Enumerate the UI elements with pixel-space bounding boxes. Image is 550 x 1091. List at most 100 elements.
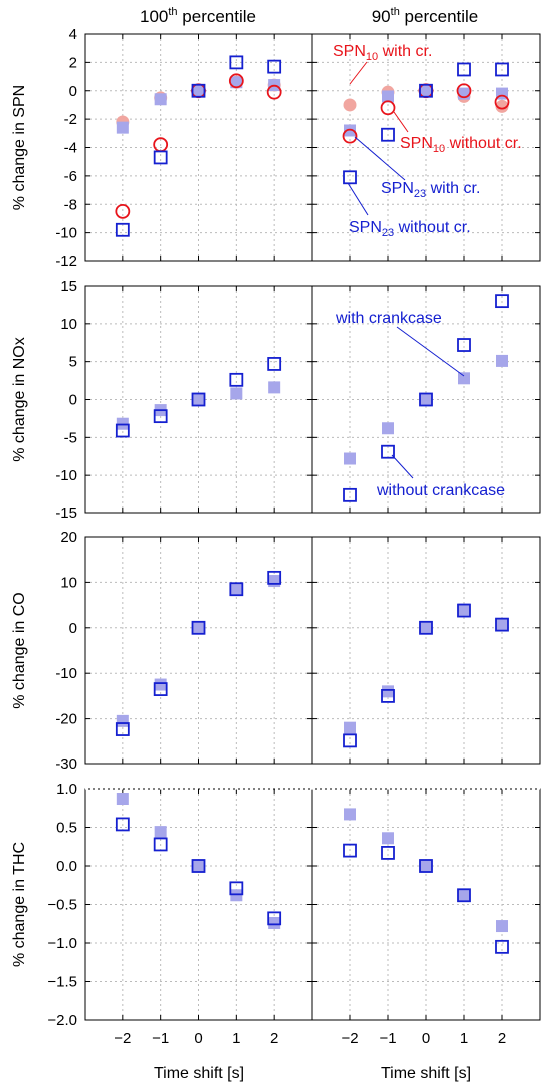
without-crankcase-point	[343, 733, 357, 748]
without-crankcase-point	[457, 603, 471, 618]
without-crankcase-point	[153, 682, 168, 696]
without-crankcase-point	[115, 722, 130, 736]
without-crankcase-point	[419, 620, 433, 635]
with-crankcase-point	[192, 621, 205, 634]
y-tick-label: 0.0	[56, 858, 77, 875]
with-crankcase-point	[344, 721, 356, 734]
annotation-label: SPN10 with cr.	[333, 43, 432, 63]
leader-line	[347, 182, 369, 216]
x-axis-label-right: Time shift [s]	[381, 1065, 471, 1082]
with-crankcase-point	[458, 603, 470, 616]
with-crankcase-point	[268, 916, 281, 929]
spn10-without-cr-point	[380, 100, 396, 116]
without-crankcase-point	[381, 846, 395, 860]
without-crankcase-point	[115, 423, 130, 438]
spn10-with-cr-point	[343, 98, 357, 112]
x-tick-label: 0	[422, 1030, 430, 1047]
with-crankcase-point	[420, 393, 432, 406]
y-tick-label: 0	[69, 620, 77, 637]
spn23-with-cr-point	[382, 90, 394, 103]
annotation-spn10-with-cr: SPN10 with cr.	[333, 43, 432, 85]
with-crankcase-point	[458, 889, 470, 902]
annotation-spn23-with-cr: SPN23 with cr.	[354, 136, 480, 200]
spn23-with-cr-point	[116, 121, 129, 134]
x-tick-label: −2	[114, 1030, 131, 1047]
without-crankcase-point	[495, 939, 509, 954]
without-crankcase-point	[267, 570, 282, 585]
leader-line	[354, 136, 406, 181]
y-tick-label: -30	[55, 756, 77, 773]
without-crankcase-point	[153, 409, 168, 424]
panel-frame	[311, 33, 541, 262]
spn10-without-cr-point	[115, 203, 131, 219]
y-tick-label: 4	[69, 26, 77, 43]
without-crankcase-point	[495, 617, 509, 632]
with-crankcase-point	[496, 618, 508, 631]
y-axis-label: % change in SPN	[11, 85, 28, 210]
without-crankcase-point	[495, 294, 509, 309]
annotations: SPN10 with cr. SPN10 without cr. SPN23 w…	[333, 43, 522, 499]
y-tick-label: -12	[55, 253, 77, 270]
with-crankcase-point	[344, 452, 356, 465]
spn10-without-cr-point	[456, 83, 472, 99]
y-tick-label: 10	[60, 316, 77, 333]
y-tick-label: -5	[64, 429, 77, 446]
y-tick-label: -4	[64, 140, 77, 157]
y-axis-label: % change in CO	[11, 592, 28, 709]
y-tick-label: -10	[55, 467, 77, 484]
y-tick-label: 5	[69, 354, 77, 371]
leader-line	[391, 454, 414, 479]
with-crankcase-point	[382, 832, 394, 845]
x-tick-label: 1	[232, 1030, 240, 1047]
without-crankcase-point	[191, 620, 206, 635]
y-tick-label: -6	[64, 168, 77, 185]
annotation-label: without crankcase	[376, 482, 505, 499]
spn23-with-cr-point	[192, 84, 205, 97]
with-crankcase-point	[458, 372, 470, 385]
y-tick-label: 0.5	[56, 820, 77, 837]
without-crankcase-point	[381, 689, 395, 703]
column-title-right: 90th percentile	[372, 6, 479, 26]
y-tick-label: 0	[69, 392, 77, 409]
with-crankcase-point	[192, 860, 205, 872]
with-crankcase-point	[496, 920, 508, 933]
spn23-with-cr-point	[420, 84, 432, 97]
with-crankcase-point	[382, 685, 394, 698]
with-crankcase-point	[382, 422, 394, 435]
annotation-without-crankcase: without crankcase	[376, 454, 505, 499]
with-crankcase-point	[496, 354, 508, 367]
spn23-without-cr-point	[229, 55, 244, 70]
without-crankcase-point	[191, 859, 206, 873]
with-crankcase-point	[116, 793, 129, 806]
without-crankcase-point	[229, 881, 244, 896]
with-crankcase-point	[268, 575, 281, 588]
without-crankcase-point	[343, 843, 357, 858]
without-crankcase-point	[191, 392, 206, 407]
spn23-without-cr-point	[115, 222, 130, 237]
x-tick-label: −2	[341, 1030, 358, 1047]
y-axis-label: % change in NOx	[11, 337, 28, 462]
y-tick-label: 15	[60, 278, 77, 295]
y-tick-label: -15	[55, 505, 77, 522]
panels: 420-2-4-6-8-10-12% change in SPN151050-5…	[11, 26, 541, 1047]
without-crankcase-point	[457, 338, 471, 352]
y-tick-label: -20	[55, 711, 77, 728]
with-crankcase-point	[344, 808, 356, 821]
spn10-without-cr-point	[342, 128, 358, 144]
panel-frame	[311, 788, 541, 1021]
y-tick-label: -8	[64, 196, 77, 213]
without-crankcase-point	[457, 888, 471, 903]
spn23-without-cr-point	[343, 170, 357, 185]
spn23-with-cr-point	[230, 76, 243, 89]
without-crankcase-point	[115, 817, 130, 832]
spn10-without-cr-point	[266, 84, 282, 100]
panel-4-right	[311, 788, 541, 1021]
with-crankcase-point	[420, 860, 432, 872]
spn10-without-cr-point	[494, 94, 510, 110]
x-tick-label: 2	[498, 1030, 506, 1047]
panel-4-left	[84, 788, 313, 1021]
annotation-spn10-without-cr: SPN10 without cr.	[393, 111, 522, 155]
y-axis-label: % change in THC	[11, 842, 28, 967]
without-crankcase-point	[229, 372, 244, 387]
y-tick-label: −2.0	[47, 1012, 77, 1029]
